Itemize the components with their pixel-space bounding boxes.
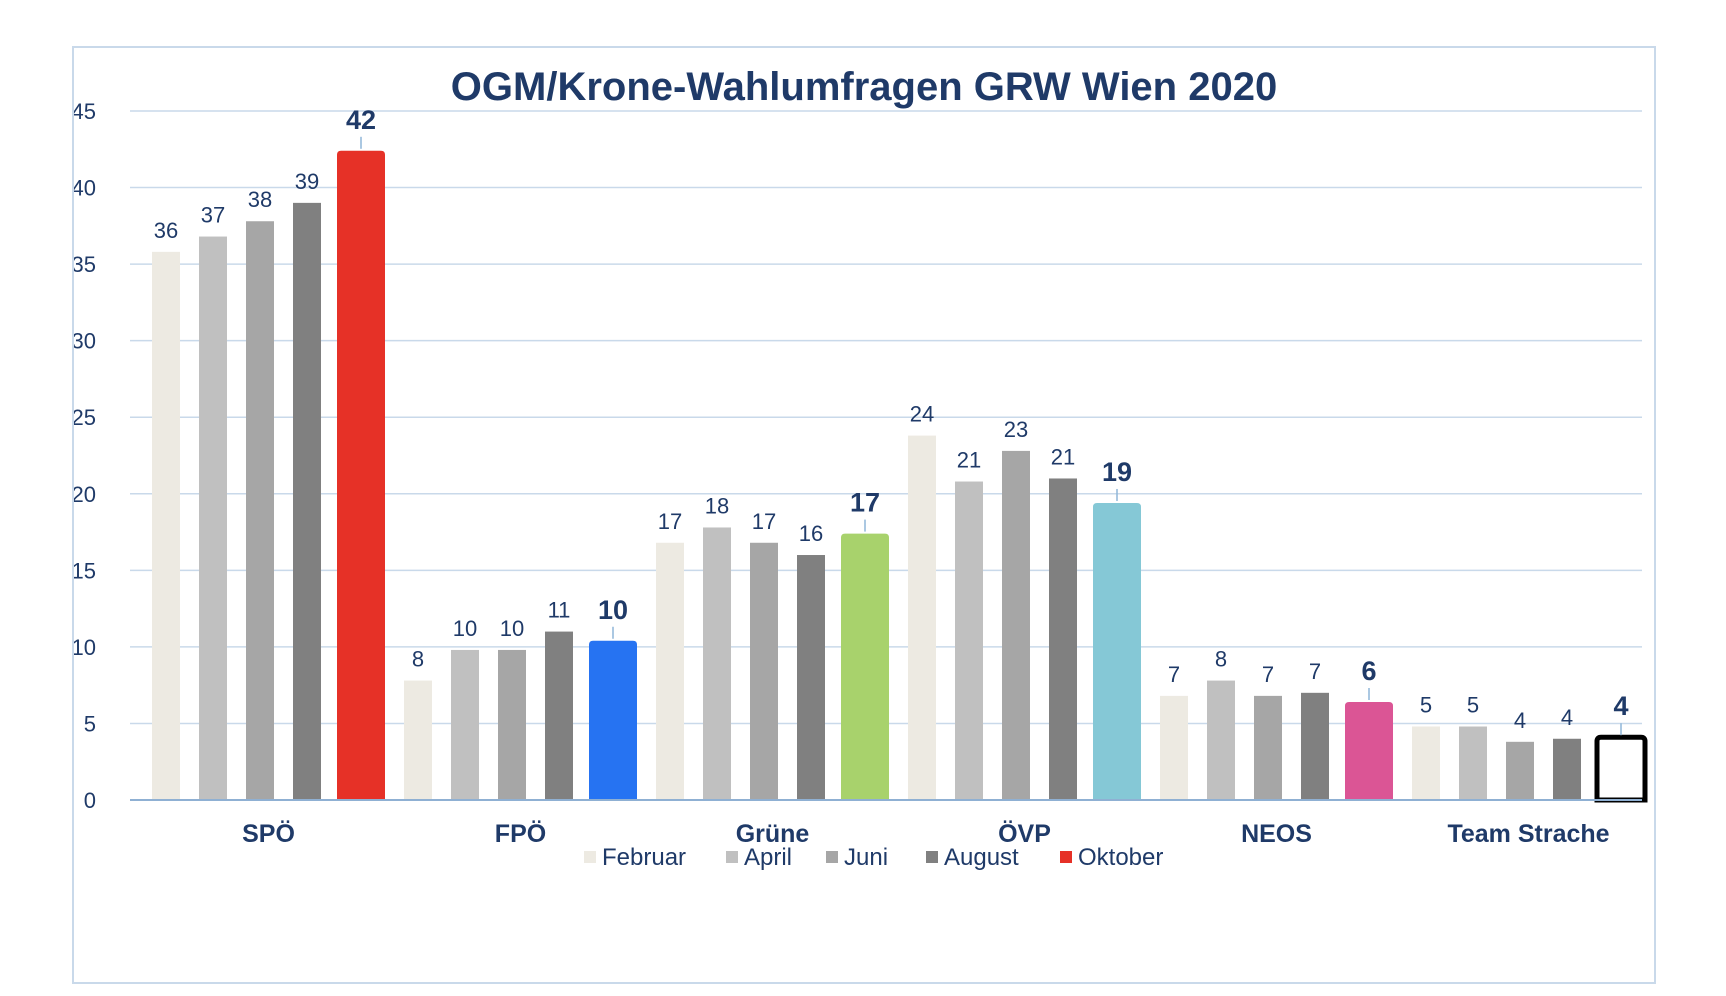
data-label: 5 bbox=[1467, 693, 1479, 718]
data-label: 4 bbox=[1561, 705, 1573, 730]
data-label: 42 bbox=[346, 105, 376, 135]
data-label: 17 bbox=[658, 509, 682, 534]
bar bbox=[841, 533, 889, 800]
bar bbox=[1345, 702, 1393, 800]
legend-label: Februar bbox=[602, 844, 686, 871]
y-tick-label: 45 bbox=[74, 99, 96, 124]
data-label: 10 bbox=[453, 616, 477, 641]
bar bbox=[1506, 741, 1534, 800]
data-label: 38 bbox=[248, 187, 272, 212]
data-label: 7 bbox=[1262, 662, 1274, 687]
legend-label: August bbox=[944, 844, 1019, 871]
bar bbox=[293, 202, 321, 800]
legend-swatch bbox=[1060, 851, 1072, 863]
y-tick-label: 30 bbox=[74, 329, 96, 354]
data-label: 8 bbox=[1215, 647, 1227, 672]
legend-label: Juni bbox=[844, 844, 888, 871]
y-tick-label: 0 bbox=[84, 788, 96, 813]
bar bbox=[1160, 695, 1188, 800]
y-tick-label: 35 bbox=[74, 252, 96, 277]
data-labels: 36 37 38 39 42 8 10 10 11 10 17 18 17 16 17 24 21 23 21 19 7… bbox=[154, 105, 1629, 736]
data-label: 19 bbox=[1102, 457, 1132, 487]
data-label: 8 bbox=[412, 647, 424, 672]
y-tick-label: 5 bbox=[84, 711, 96, 736]
bar bbox=[498, 649, 526, 800]
y-axis: 0 5 10 15 20 25 30 35 40 45 bbox=[74, 99, 96, 813]
bar bbox=[1459, 726, 1487, 800]
legend-swatch bbox=[726, 851, 738, 863]
category-label: Grüne bbox=[736, 820, 810, 848]
bar bbox=[1254, 695, 1282, 800]
bar bbox=[1553, 738, 1581, 800]
legend-swatch bbox=[826, 851, 838, 863]
bar bbox=[1093, 502, 1141, 800]
chart-title: OGM/Krone-Wahlumfragen GRW Wien 2020 bbox=[451, 65, 1277, 109]
legend-label: April bbox=[744, 844, 792, 871]
bar bbox=[656, 542, 684, 800]
bar bbox=[955, 481, 983, 800]
data-label: 4 bbox=[1514, 708, 1526, 733]
legend-swatch bbox=[584, 851, 596, 863]
data-label: 37 bbox=[201, 203, 225, 228]
data-label: 7 bbox=[1168, 662, 1180, 687]
data-label: 24 bbox=[910, 402, 934, 427]
x-axis: SPÖ FPÖ Grüne ÖVP NEOS Team Strache bbox=[130, 799, 1642, 848]
y-tick-label: 25 bbox=[74, 405, 96, 430]
bar bbox=[1002, 450, 1030, 800]
bar bbox=[1594, 734, 1648, 803]
bar bbox=[199, 236, 227, 800]
data-label: 11 bbox=[548, 598, 571, 623]
bar bbox=[404, 680, 432, 800]
data-label: 23 bbox=[1004, 417, 1028, 442]
legend: Februar April Juni August Oktober bbox=[584, 844, 1163, 871]
bar bbox=[1412, 726, 1440, 800]
bar bbox=[589, 640, 637, 800]
data-label: 39 bbox=[295, 169, 319, 194]
y-tick-label: 10 bbox=[74, 635, 96, 660]
data-label: 36 bbox=[154, 218, 178, 243]
category-label: FPÖ bbox=[495, 819, 546, 848]
y-tick-label: 40 bbox=[74, 176, 96, 201]
bar bbox=[451, 649, 479, 800]
data-label: 5 bbox=[1420, 693, 1432, 718]
legend-label: Oktober bbox=[1078, 844, 1163, 871]
bar bbox=[1049, 478, 1077, 800]
bar bbox=[1301, 692, 1329, 800]
data-label: 7 bbox=[1309, 659, 1321, 684]
category-label: ÖVP bbox=[998, 819, 1051, 848]
y-tick-label: 20 bbox=[74, 482, 96, 507]
data-label: 16 bbox=[799, 521, 823, 546]
bar bbox=[908, 435, 936, 800]
bar bbox=[545, 631, 573, 800]
bars bbox=[152, 150, 1648, 803]
category-label: Team Strache bbox=[1447, 820, 1609, 848]
bar bbox=[797, 555, 825, 800]
legend-swatch bbox=[926, 851, 938, 863]
category-label: NEOS bbox=[1241, 820, 1312, 848]
data-label: 6 bbox=[1361, 656, 1376, 686]
chart: OGM/Krone-Wahlumfragen GRW Wien 2020 0 5 1… bbox=[74, 65, 1648, 871]
category-label: SPÖ bbox=[242, 819, 295, 848]
data-label: 17 bbox=[850, 488, 880, 518]
data-label: 21 bbox=[957, 448, 981, 473]
bar bbox=[1207, 680, 1235, 800]
y-tick-label: 15 bbox=[74, 558, 96, 583]
data-label: 18 bbox=[705, 493, 729, 518]
data-label: 21 bbox=[1051, 444, 1075, 469]
data-label: 17 bbox=[752, 509, 776, 534]
bar bbox=[750, 542, 778, 800]
bar bbox=[152, 251, 180, 800]
data-label: 10 bbox=[500, 616, 524, 641]
bar bbox=[246, 221, 274, 801]
bar bbox=[703, 527, 731, 800]
bar bbox=[337, 150, 385, 800]
data-label: 4 bbox=[1613, 691, 1628, 721]
chart-frame: OGM/Krone-Wahlumfragen GRW Wien 2020 0 5 1… bbox=[72, 46, 1656, 984]
data-label: 10 bbox=[598, 595, 628, 625]
